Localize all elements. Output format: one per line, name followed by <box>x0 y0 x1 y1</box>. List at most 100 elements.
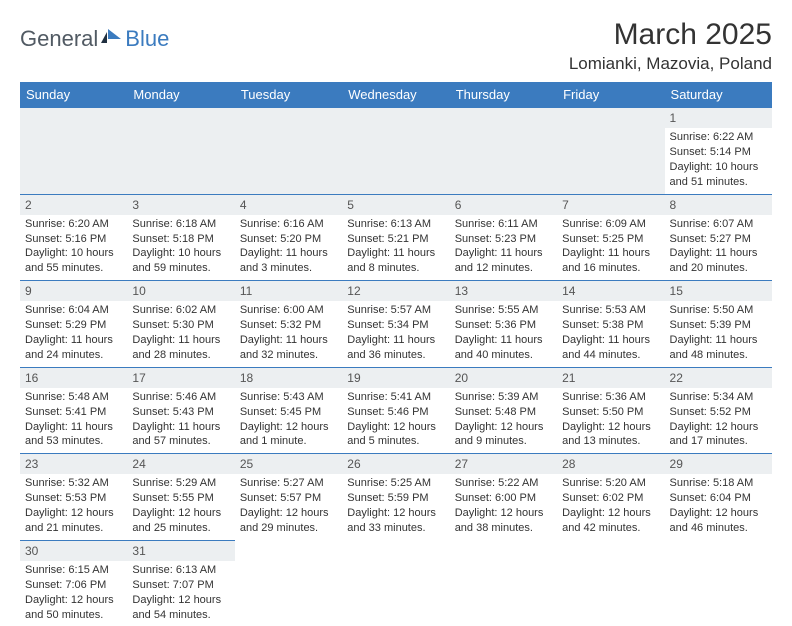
day-details: Sunrise: 5:29 AMSunset: 5:55 PMDaylight:… <box>132 476 229 535</box>
calendar-cell: 19Sunrise: 5:41 AMSunset: 5:46 PMDayligh… <box>342 367 449 454</box>
calendar-cell: 4Sunrise: 6:16 AMSunset: 5:20 PMDaylight… <box>235 194 342 281</box>
day-details: Sunrise: 6:07 AMSunset: 5:27 PMDaylight:… <box>670 217 767 276</box>
day-details: Sunrise: 6:11 AMSunset: 5:23 PMDaylight:… <box>455 217 552 276</box>
title-block: March 2025 Lomianki, Mazovia, Poland <box>569 18 772 74</box>
calendar-cell: 29Sunrise: 5:18 AMSunset: 6:04 PMDayligh… <box>665 454 772 541</box>
day-details: Sunrise: 5:41 AMSunset: 5:46 PMDaylight:… <box>347 390 444 449</box>
day-header: Friday <box>557 82 664 108</box>
day-details: Sunrise: 6:15 AMSunset: 7:06 PMDaylight:… <box>25 563 122 622</box>
day-number: 27 <box>450 454 557 474</box>
day-details: Sunrise: 6:13 AMSunset: 7:07 PMDaylight:… <box>132 563 229 622</box>
calendar-row: 2Sunrise: 6:20 AMSunset: 5:16 PMDaylight… <box>20 194 772 281</box>
day-details: Sunrise: 5:46 AMSunset: 5:43 PMDaylight:… <box>132 390 229 449</box>
day-details: Sunrise: 5:55 AMSunset: 5:36 PMDaylight:… <box>455 303 552 362</box>
calendar-cell: 5Sunrise: 6:13 AMSunset: 5:21 PMDaylight… <box>342 194 449 281</box>
day-details: Sunrise: 5:53 AMSunset: 5:38 PMDaylight:… <box>562 303 659 362</box>
calendar-cell <box>665 540 772 626</box>
day-number: 3 <box>127 195 234 215</box>
day-number: 21 <box>557 368 664 388</box>
calendar-cell: 30Sunrise: 6:15 AMSunset: 7:06 PMDayligh… <box>20 540 127 626</box>
day-details: Sunrise: 5:34 AMSunset: 5:52 PMDaylight:… <box>670 390 767 449</box>
calendar-cell: 20Sunrise: 5:39 AMSunset: 5:48 PMDayligh… <box>450 367 557 454</box>
calendar-cell: 23Sunrise: 5:32 AMSunset: 5:53 PMDayligh… <box>20 454 127 541</box>
day-details: Sunrise: 5:57 AMSunset: 5:34 PMDaylight:… <box>347 303 444 362</box>
day-number: 8 <box>665 195 772 215</box>
day-details: Sunrise: 6:20 AMSunset: 5:16 PMDaylight:… <box>25 217 122 276</box>
calendar-cell: 31Sunrise: 6:13 AMSunset: 7:07 PMDayligh… <box>127 540 234 626</box>
day-number: 30 <box>20 541 127 561</box>
calendar-table: SundayMondayTuesdayWednesdayThursdayFrid… <box>20 82 772 626</box>
calendar-cell: 24Sunrise: 5:29 AMSunset: 5:55 PMDayligh… <box>127 454 234 541</box>
calendar-cell: 2Sunrise: 6:20 AMSunset: 5:16 PMDaylight… <box>20 194 127 281</box>
calendar-cell: 7Sunrise: 6:09 AMSunset: 5:25 PMDaylight… <box>557 194 664 281</box>
calendar-cell: 9Sunrise: 6:04 AMSunset: 5:29 PMDaylight… <box>20 281 127 368</box>
day-header: Tuesday <box>235 82 342 108</box>
calendar-cell: 15Sunrise: 5:50 AMSunset: 5:39 PMDayligh… <box>665 281 772 368</box>
day-details: Sunrise: 5:27 AMSunset: 5:57 PMDaylight:… <box>240 476 337 535</box>
day-header: Wednesday <box>342 82 449 108</box>
calendar-cell <box>342 540 449 626</box>
day-details: Sunrise: 6:09 AMSunset: 5:25 PMDaylight:… <box>562 217 659 276</box>
calendar-cell: 11Sunrise: 6:00 AMSunset: 5:32 PMDayligh… <box>235 281 342 368</box>
calendar-cell: 18Sunrise: 5:43 AMSunset: 5:45 PMDayligh… <box>235 367 342 454</box>
day-number: 14 <box>557 281 664 301</box>
day-number: 25 <box>235 454 342 474</box>
page-header: General Blue March 2025 Lomianki, Mazovi… <box>20 18 772 74</box>
day-number: 2 <box>20 195 127 215</box>
day-details: Sunrise: 6:13 AMSunset: 5:21 PMDaylight:… <box>347 217 444 276</box>
day-number: 16 <box>20 368 127 388</box>
day-details: Sunrise: 6:02 AMSunset: 5:30 PMDaylight:… <box>132 303 229 362</box>
calendar-cell <box>127 108 234 195</box>
day-number: 17 <box>127 368 234 388</box>
day-number: 7 <box>557 195 664 215</box>
day-details: Sunrise: 6:16 AMSunset: 5:20 PMDaylight:… <box>240 217 337 276</box>
day-number: 24 <box>127 454 234 474</box>
day-header-row: SundayMondayTuesdayWednesdayThursdayFrid… <box>20 82 772 108</box>
calendar-cell <box>342 108 449 195</box>
day-details: Sunrise: 6:04 AMSunset: 5:29 PMDaylight:… <box>25 303 122 362</box>
calendar-cell: 6Sunrise: 6:11 AMSunset: 5:23 PMDaylight… <box>450 194 557 281</box>
day-details: Sunrise: 5:18 AMSunset: 6:04 PMDaylight:… <box>670 476 767 535</box>
logo: General Blue <box>20 26 169 52</box>
day-number: 20 <box>450 368 557 388</box>
logo-flag-icon <box>101 29 123 47</box>
calendar-cell: 27Sunrise: 5:22 AMSunset: 6:00 PMDayligh… <box>450 454 557 541</box>
calendar-cell <box>450 540 557 626</box>
day-number: 5 <box>342 195 449 215</box>
calendar-cell <box>20 108 127 195</box>
location: Lomianki, Mazovia, Poland <box>569 54 772 74</box>
day-details: Sunrise: 6:22 AMSunset: 5:14 PMDaylight:… <box>670 130 767 189</box>
calendar-cell: 1Sunrise: 6:22 AMSunset: 5:14 PMDaylight… <box>665 108 772 195</box>
calendar-cell: 3Sunrise: 6:18 AMSunset: 5:18 PMDaylight… <box>127 194 234 281</box>
day-number: 18 <box>235 368 342 388</box>
day-header: Monday <box>127 82 234 108</box>
month-title: March 2025 <box>569 18 772 52</box>
day-number: 1 <box>665 108 772 128</box>
day-header: Saturday <box>665 82 772 108</box>
calendar-cell: 28Sunrise: 5:20 AMSunset: 6:02 PMDayligh… <box>557 454 664 541</box>
calendar-cell: 25Sunrise: 5:27 AMSunset: 5:57 PMDayligh… <box>235 454 342 541</box>
day-number: 28 <box>557 454 664 474</box>
calendar-row: 30Sunrise: 6:15 AMSunset: 7:06 PMDayligh… <box>20 540 772 626</box>
day-details: Sunrise: 5:36 AMSunset: 5:50 PMDaylight:… <box>562 390 659 449</box>
logo-text-general: General <box>20 26 98 52</box>
calendar-row: 23Sunrise: 5:32 AMSunset: 5:53 PMDayligh… <box>20 454 772 541</box>
day-details: Sunrise: 5:25 AMSunset: 5:59 PMDaylight:… <box>347 476 444 535</box>
day-number: 6 <box>450 195 557 215</box>
calendar-cell: 13Sunrise: 5:55 AMSunset: 5:36 PMDayligh… <box>450 281 557 368</box>
calendar-cell <box>557 540 664 626</box>
day-details: Sunrise: 6:00 AMSunset: 5:32 PMDaylight:… <box>240 303 337 362</box>
calendar-cell <box>450 108 557 195</box>
calendar-cell: 14Sunrise: 5:53 AMSunset: 5:38 PMDayligh… <box>557 281 664 368</box>
day-number: 19 <box>342 368 449 388</box>
day-details: Sunrise: 5:39 AMSunset: 5:48 PMDaylight:… <box>455 390 552 449</box>
day-details: Sunrise: 5:20 AMSunset: 6:02 PMDaylight:… <box>562 476 659 535</box>
day-number: 10 <box>127 281 234 301</box>
calendar-row: 16Sunrise: 5:48 AMSunset: 5:41 PMDayligh… <box>20 367 772 454</box>
calendar-cell: 16Sunrise: 5:48 AMSunset: 5:41 PMDayligh… <box>20 367 127 454</box>
day-details: Sunrise: 5:22 AMSunset: 6:00 PMDaylight:… <box>455 476 552 535</box>
day-details: Sunrise: 5:32 AMSunset: 5:53 PMDaylight:… <box>25 476 122 535</box>
day-number: 22 <box>665 368 772 388</box>
calendar-cell <box>235 108 342 195</box>
day-number: 13 <box>450 281 557 301</box>
